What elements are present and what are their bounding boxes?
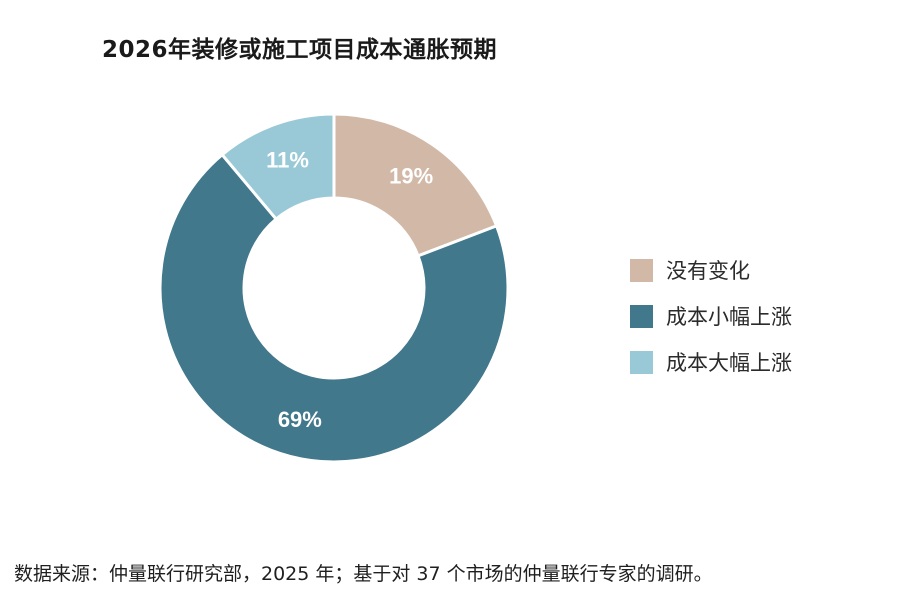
legend-swatch xyxy=(630,350,653,374)
chart-title: 2026年装修或施工项目成本通胀预期 xyxy=(102,37,498,63)
slice-value-label-2: 69% xyxy=(278,407,322,432)
source-note: 数据来源：仲量联行研究部，2025 年；基于对 37 个市场的仲量联行专家的调研… xyxy=(14,563,713,585)
legend-swatch xyxy=(630,258,653,282)
legend-swatch xyxy=(630,304,653,328)
legend-label: 成本小幅上涨 xyxy=(666,305,792,329)
donut-slice-1 xyxy=(332,112,499,258)
legend-item-1: 没有变化 xyxy=(630,247,792,293)
legend-item-3: 成本大幅上涨 xyxy=(630,339,792,385)
slice-value-label-3: 11% xyxy=(266,148,309,173)
legend-label: 没有变化 xyxy=(666,259,750,283)
legend-item-2: 成本小幅上涨 xyxy=(630,293,792,339)
chart-legend: 没有变化成本小幅上涨 成本大幅上涨 xyxy=(630,247,792,385)
donut-slice-3 xyxy=(220,112,336,222)
donut-slice-2 xyxy=(158,152,510,464)
legend-label: 成本大幅上涨 xyxy=(666,351,792,375)
slice-value-label-1: 19% xyxy=(389,163,433,188)
